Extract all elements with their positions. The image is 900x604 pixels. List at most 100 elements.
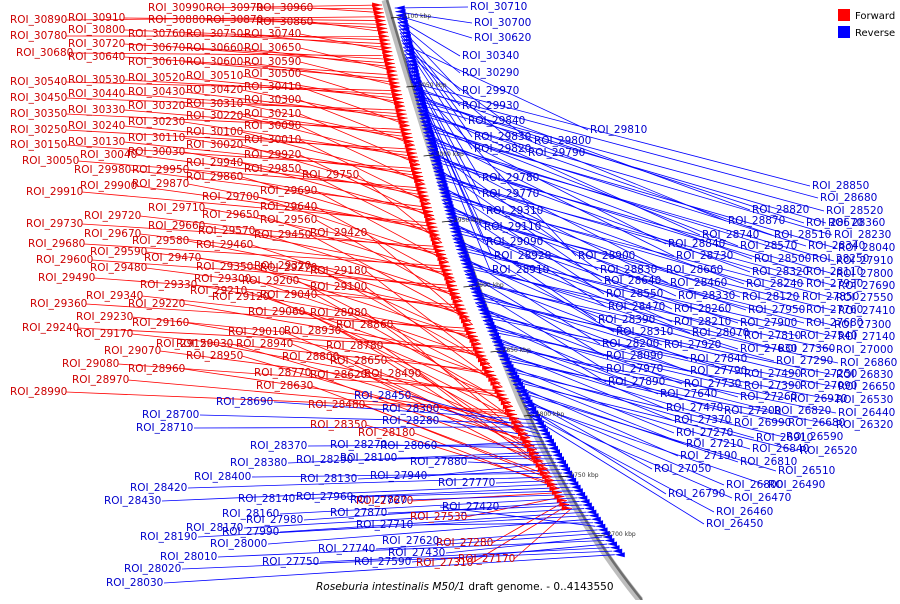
feature-reverse (560, 467, 570, 472)
gene-label-reverse: ROI_26490 (768, 479, 825, 491)
gene-label-forward: ROI_29270 (260, 262, 317, 274)
connector-reverse (395, 7, 468, 8)
gene-label-reverse: ROI_28570 (740, 240, 797, 252)
feature-reverse (540, 432, 550, 437)
feature-forward (540, 471, 550, 476)
gene-label-forward: ROI_28620 (310, 369, 367, 381)
legend-forward-label: Forward (855, 11, 895, 22)
gene-label-forward: ROI_30130 (68, 136, 125, 148)
feature-forward (507, 412, 517, 417)
gene-label-reverse: ROI_28660 (666, 264, 723, 276)
gene-label-forward: ROI_29040 (260, 289, 317, 301)
feature-forward (503, 404, 513, 409)
gene-label-reverse: ROI_28060 (380, 440, 437, 452)
gene-label-reverse: ROI_28400 (194, 471, 251, 483)
gene-label-reverse: ROI_27790 (690, 365, 747, 377)
gene-label-reverse: ROI_26450 (706, 518, 763, 530)
gene-label-forward: ROI_30330 (68, 104, 125, 116)
gene-label-reverse: ROI_29840 (468, 115, 525, 127)
gene-label-reverse: ROI_28000 (210, 538, 267, 550)
gene-label-forward: ROI_29910 (26, 186, 83, 198)
gene-label-forward: ROI_30100 (186, 126, 243, 138)
gene-label-reverse: ROI_28260 (674, 303, 731, 315)
scale-tick-label: 2950 kbp (454, 217, 482, 224)
gene-label-reverse: ROI_27920 (664, 339, 721, 351)
gene-label-reverse: ROI_27210 (686, 438, 743, 450)
gene-label-forward: ROI_29580 (132, 235, 189, 247)
gene-label-reverse: ROI_26650 (838, 381, 895, 393)
gene-label-reverse: ROI_28690 (216, 396, 273, 408)
gene-label-forward: ROI_28930 (284, 325, 341, 337)
gene-label-reverse: ROI_30700 (474, 17, 531, 29)
feature-forward (456, 307, 466, 312)
gene-label-forward: ROI_30350 (10, 108, 67, 120)
gene-label-reverse: ROI_28680 (820, 192, 877, 204)
gene-label-reverse: ROI_28310 (616, 326, 673, 338)
feature-forward (473, 346, 483, 351)
gene-label-reverse: ROI_27420 (442, 501, 499, 513)
feature-forward (552, 490, 562, 495)
gene-label-forward: ROI_28630 (256, 380, 313, 392)
gene-label-reverse: ROI_29820 (474, 143, 531, 155)
gene-label-forward: ROI_30540 (10, 76, 67, 88)
gene-label-forward: ROI_29080 (62, 358, 119, 370)
gene-label-forward: ROI_30450 (10, 92, 67, 104)
gene-label-reverse: ROI_28280 (382, 415, 439, 427)
gene-label-reverse: ROI_28430 (104, 495, 161, 507)
caption-range: draft genome. - 0..4143550 (465, 581, 614, 593)
gene-label-forward: ROI_29570 (198, 225, 255, 237)
gene-label-reverse: ROI_28320 (752, 266, 809, 278)
gene-label-reverse: ROI_28900 (578, 250, 635, 262)
gene-label-forward: ROI_30590 (244, 56, 301, 68)
gene-label-reverse: ROI_28470 (608, 301, 665, 313)
gene-label-reverse: ROI_29970 (462, 85, 519, 97)
gene-label-reverse: ROI_27710 (356, 519, 413, 531)
gene-label-reverse: ROI_27550 (836, 292, 893, 304)
gene-label-forward: ROI_29950 (132, 164, 189, 176)
gene-label-forward: ROI_30960 (256, 2, 313, 14)
gene-label-reverse: ROI_27490 (744, 368, 801, 380)
gene-label-reverse: ROI_28070 (692, 327, 749, 339)
gene-label-forward: ROI_30110 (128, 132, 185, 144)
gene-label-forward: ROI_30030 (128, 146, 185, 158)
gene-label-reverse: ROI_28360 (828, 217, 885, 229)
gene-label-reverse: ROI_27990 (222, 526, 279, 538)
gene-label-reverse: ROI_28300 (382, 403, 439, 415)
gene-label-forward: ROI_30680 (16, 47, 73, 59)
gene-label-forward: ROI_30780 (10, 30, 67, 42)
gene-label-forward: ROI_30240 (68, 120, 125, 132)
gene-label-forward: ROI_29980 (74, 164, 131, 176)
gene-label-reverse: ROI_29310 (486, 205, 543, 217)
gene-label-reverse: ROI_26820 (774, 405, 831, 417)
gene-label-forward: ROI_30010 (244, 134, 301, 146)
scale-tick-label: 2750 kbp (570, 472, 598, 479)
gene-label-reverse: ROI_28700 (142, 409, 199, 421)
gene-label-reverse: ROI_27190 (680, 450, 737, 462)
gene-label-forward: ROI_29870 (132, 178, 189, 190)
feature-forward (466, 330, 476, 335)
gene-label-forward: ROI_29480 (90, 262, 147, 274)
gene-label-forward: ROI_29350 (196, 261, 253, 273)
gene-label-reverse: ROI_27410 (838, 305, 895, 317)
gene-label-forward: ROI_29920 (244, 149, 301, 161)
gene-label-reverse: ROI_28090 (606, 350, 663, 362)
gene-label-forward: ROI_29560 (260, 214, 317, 226)
gene-label-reverse: ROI_27200 (724, 405, 781, 417)
scale-tick-label: 2900 kbp (475, 282, 503, 289)
gene-label-reverse: ROI_26530 (836, 394, 893, 406)
gene-label-forward: ROI_30970 (206, 2, 263, 14)
gene-label-reverse: ROI_28840 (668, 238, 725, 250)
gene-label-forward: ROI_30910 (68, 12, 125, 24)
gene-label-forward: ROI_29690 (260, 185, 317, 197)
gene-label-forward: ROI_30510 (186, 70, 243, 82)
gene-label-forward: ROI_28490 (364, 368, 421, 380)
gene-label-forward: ROI_30310 (186, 98, 243, 110)
gene-label-forward: ROI_30420 (186, 84, 243, 96)
gene-label-forward: ROI_29600 (36, 254, 93, 266)
gene-label-reverse: ROI_27620 (382, 535, 439, 547)
gene-label-reverse: ROI_26320 (836, 419, 893, 431)
gene-label-reverse: ROI_27370 (674, 414, 731, 426)
gene-label-forward: ROI_28860 (336, 319, 393, 331)
gene-label-forward: ROI_30520 (128, 72, 185, 84)
